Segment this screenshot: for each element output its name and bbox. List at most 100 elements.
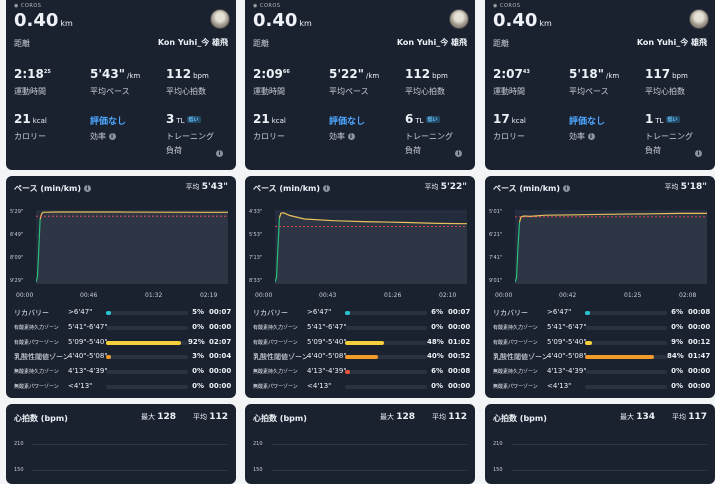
y-tick: 5'01" [489,209,503,215]
load-label: トレーニング [166,132,214,141]
zone-bar-track [585,325,667,330]
y-tick: 6'49" [10,232,24,238]
efficiency-label: 効率 i [329,131,355,142]
info-icon: i [695,150,702,157]
hr-value: 112 bpm [166,67,209,81]
efficiency-label: 効率 i [90,131,116,142]
load-label-2: 負荷 [166,146,182,155]
load-value: 1 TL 低い [645,112,680,126]
zone-range: <4'13" [307,382,332,390]
zone-bar-track [585,385,667,389]
x-tick: 01:25 [624,292,642,299]
pace-chart[interactable] [36,210,228,284]
zone-range: >6'47" [307,308,332,316]
distance-label: 距離 [253,39,269,48]
zone-range: 4'40"-5'08" [547,352,587,361]
zone-percent: 0% [431,322,443,331]
summary-card[interactable]: ◉ COROS 0.40 km 距離 Kon Yuhi_今 雄飛 2:0966 運… [245,0,475,170]
zone-percent: 9% [671,337,683,346]
avatar[interactable] [689,9,709,29]
pace-card[interactable]: ペース (min/km) i 平均 5'43" 5'29" 6'49" 8'09… [6,176,236,398]
zone-percent: 0% [192,367,204,376]
y-tick: 210 [493,441,503,447]
time-label: 運動時間 [14,87,46,96]
zone-time: 00:00 [448,382,471,390]
x-tick: 01:26 [384,292,402,299]
y-tick: 210 [14,441,24,447]
zone-bar-track [345,311,427,315]
info-icon[interactable]: i [83,185,91,192]
info-icon[interactable]: i [587,133,595,140]
zone-time: 00:00 [688,382,711,390]
y-tick: 9'01" [489,278,503,284]
pace-average: 平均 5'43" [185,182,228,192]
grid-line [271,470,467,471]
calories-value: 21 kcal [14,112,47,126]
zone-range: 5'09"-5'40" [547,337,587,346]
zone-bar-track [106,370,188,375]
hr-max: 最大 128 [140,412,176,422]
load-info-button[interactable]: i [216,143,223,162]
load-label-2: 負荷 [405,146,421,155]
pace-chart[interactable] [275,210,467,284]
zone-time: 00:07 [448,308,471,316]
y-tick: 5'29" [10,209,24,215]
x-tick: 00:00 [255,292,273,299]
zone-name: 乳酸性閾値ゾーン [253,353,309,362]
zone-bar-track [345,385,427,389]
pace-card[interactable]: ペース (min/km) i 平均 5'18" 5'01" 6'21" 7'41… [485,176,715,398]
load-info-button[interactable]: i [455,143,462,162]
zone-time: 00:00 [448,322,471,331]
time-value: 2:0743 [493,67,530,81]
pace-line [518,212,707,223]
pace-card[interactable]: ペース (min/km) i 平均 5'22" 4'33" 5'53" 7'13… [245,176,475,398]
grid-line [32,444,228,445]
hr-avg: 平均 117 [671,412,707,422]
zone-percent: 5% [192,308,204,316]
zone-range: 4'13"-4'39" [307,367,347,376]
info-icon: i [455,150,462,157]
avatar[interactable] [449,9,469,29]
zone-range: 5'09"-5'40" [307,337,347,346]
info-icon[interactable]: i [108,133,116,140]
pace-chart[interactable] [515,210,707,284]
zone-range: 4'13"-4'39" [68,367,108,376]
zone-name: 有酸素持久力ゾーン [493,324,538,331]
zone-bar-track [106,311,188,315]
zone-bar-track [345,325,427,330]
heart-rate-card[interactable]: 心拍数 (bpm) 最大 134 平均 117 210 150 [485,404,715,484]
heart-rate-card[interactable]: 心拍数 (bpm) 最大 128 平均 112 210 150 [6,404,236,484]
load-info-button[interactable]: i [695,143,702,162]
zone-time: 00:12 [688,337,711,346]
avatar[interactable] [210,9,230,29]
pace-area [275,212,467,284]
info-icon[interactable]: i [347,133,355,140]
summary-card[interactable]: ◉ COROS 0.40 km 距離 Kon Yuhi_今 雄飛 2:0743 運… [485,0,715,170]
y-tick: 150 [253,467,263,473]
grid-line [32,470,228,471]
zone-range: 5'41"-6'47" [307,322,347,331]
zone-bar-fill [585,355,654,360]
x-tick: 02:19 [200,292,218,299]
pace-line [278,212,467,225]
pace-value: 5'22"/km [329,67,380,81]
distance-value: 0.40 km [493,10,552,31]
info-icon[interactable]: i [562,185,570,192]
coros-logo: ◉ COROS [493,3,521,9]
load-value: 6 TL 低い [405,112,440,126]
load-label-2: 負荷 [645,146,661,155]
zone-time: 02:07 [209,337,232,346]
user-name: Kon Yuhi_今 雄飛 [636,38,707,47]
zone-time: 01:47 [688,352,711,361]
heart-rate-card[interactable]: 心拍数 (bpm) 最大 128 平均 112 210 150 [245,404,475,484]
pace-chart-title: ペース (min/km) i [493,183,570,194]
summary-card[interactable]: ◉ COROS 0.40 km 距離 Kon Yuhi_今 雄飛 2:1825 運… [6,0,236,170]
hr-avg: 平均 112 [431,412,467,422]
info-icon[interactable]: i [322,185,330,192]
zone-name: 有酸素持久力ゾーン [14,324,59,331]
zone-range: 4'40"-5'08" [68,352,108,361]
y-tick: 6'21" [489,232,503,238]
zone-name: リカバリー [14,309,49,317]
zone-name: 乳酸性閾値ゾーン [14,353,70,362]
efficiency-value: 評価なし [90,117,127,127]
